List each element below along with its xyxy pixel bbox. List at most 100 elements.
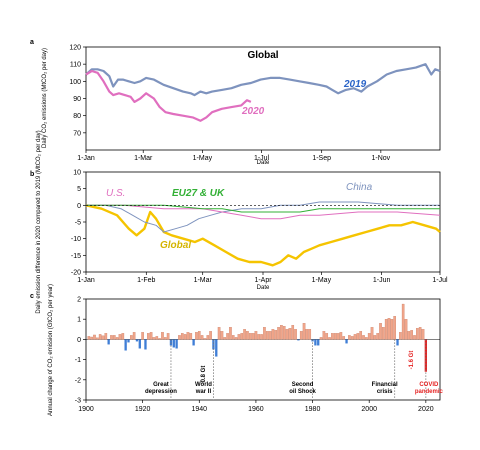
- bar-1968: [277, 327, 280, 340]
- bar-1956: [243, 329, 246, 340]
- panel-b-xlabel: Date: [257, 285, 270, 291]
- bar-1931: [172, 339, 175, 348]
- panel-1-xtick-label: 1-Jun: [373, 277, 391, 284]
- panel-1-xtick-label: 1-Feb: [137, 277, 155, 284]
- bar-2014: [407, 331, 411, 340]
- bar-2010: [396, 339, 399, 346]
- panel-b-legend-global: Global: [160, 240, 191, 251]
- panel-1-series-global: [85, 204, 441, 267]
- panel-a-xlabel: Date: [257, 160, 270, 166]
- panel-c: c Annual change of CO₂ emission (GtCO₂ p…: [30, 284, 444, 416]
- panel-1-ytick-label: 0: [77, 203, 81, 210]
- bar-1919: [138, 339, 141, 349]
- panel-c-xtick-label: 2000: [361, 406, 377, 413]
- bar-1999: [365, 337, 368, 340]
- bar-1994: [350, 336, 354, 340]
- panel-b-frame: [85, 171, 441, 273]
- panel-a-title: Global: [247, 50, 278, 61]
- bar-1996: [356, 333, 360, 340]
- bar-1951: [229, 327, 232, 340]
- bar-2001: [370, 327, 374, 340]
- event-label-1980: Second: [292, 382, 314, 388]
- event-label-1945: war II: [195, 389, 212, 395]
- bar-1925: [155, 336, 159, 340]
- bar-2003: [376, 333, 380, 340]
- panel-0-series-2019: [85, 63, 441, 97]
- bar-2017: [416, 328, 419, 340]
- event-label-1930: Great: [153, 382, 169, 388]
- panel-c-ytick-label: -3: [75, 398, 81, 405]
- panel-1-ytick-label: -15: [71, 253, 81, 260]
- bar-1937: [189, 333, 193, 340]
- bar-2005: [382, 327, 385, 340]
- bar-1917: [132, 332, 136, 340]
- panel-a-axes: 70 80 90 100 110 120 1-Jan 1-Mar 1-May 1-Jul 1-Sep…: [69, 45, 390, 163]
- event-label-1945: World: [195, 382, 212, 388]
- panel-0-xtick-label: 1-Jan: [77, 155, 95, 162]
- bar-1970: [282, 326, 286, 340]
- annotation-ww2-drop: -0.8 Gt: [201, 366, 207, 385]
- panel-1-ytick-label: 5: [77, 186, 81, 193]
- panel-0-series-2020: [85, 69, 252, 122]
- panel-a-ylabel: Daily CO₂ emissions (MtCO₂ per day): [42, 48, 48, 148]
- panel-0-xtick-label: 1-Jul: [254, 155, 270, 162]
- bar-1948: [220, 331, 224, 340]
- panel-a-legend-2019: 2019: [343, 79, 367, 90]
- panel-c-ytick-label: 0: [77, 337, 81, 344]
- bar-1911: [115, 337, 119, 340]
- bar-1962: [260, 334, 263, 340]
- bar-1953: [234, 337, 238, 340]
- bar-1935: [183, 334, 187, 340]
- bar-1969: [280, 325, 283, 340]
- panel-1-xtick-label: 1-Jan: [77, 277, 95, 284]
- bar-2002: [373, 335, 377, 340]
- bar-2013: [404, 319, 408, 340]
- bar-1908: [107, 339, 110, 345]
- bar-2008: [390, 319, 394, 340]
- bar-1933: [178, 335, 181, 340]
- panel-c-ytick-label: -2: [75, 377, 81, 384]
- bar-2009: [393, 316, 396, 340]
- bar-2019: [421, 329, 425, 340]
- annotation-covid-drop: -1.6 Gt: [409, 351, 415, 370]
- bar-1921: [144, 339, 147, 350]
- event-label-2009: crisis: [377, 389, 393, 395]
- panel-0-ytick-label: 100: [69, 79, 81, 86]
- bar-1963: [263, 327, 266, 340]
- bar-1929: [166, 333, 170, 340]
- bar-1972: [288, 328, 292, 340]
- bar-1942: [203, 338, 207, 340]
- bar-1983: [319, 337, 323, 340]
- panel-b-ylabel: Daily emission difference in 2020 compar…: [36, 130, 42, 313]
- bar-1949: [223, 337, 227, 340]
- panel-c-ytick-label: -1: [75, 357, 81, 364]
- bar-1952: [231, 335, 235, 340]
- panel-0-ytick-label: 80: [73, 113, 81, 120]
- bar-1971: [285, 329, 289, 340]
- panel-1-xtick-label: 1-Jul: [432, 277, 448, 284]
- panel-b-label: b: [30, 171, 34, 178]
- bar-2015: [410, 330, 413, 340]
- bar-1997: [359, 331, 363, 340]
- panel-a: a Global Daily CO₂ emissions (MtCO₂ per …: [30, 39, 441, 166]
- panel-c-label: c: [30, 293, 34, 300]
- panel-0-xtick-label: 1-May: [193, 155, 213, 162]
- bar-1961: [257, 334, 261, 340]
- panel-1-ytick-label: -10: [71, 236, 81, 243]
- bar-1905: [98, 334, 102, 340]
- event-label-2009: Financial: [372, 382, 398, 388]
- bar-1958: [248, 333, 252, 340]
- panel-0-ytick-label: 120: [69, 45, 81, 52]
- bar-1938: [192, 339, 195, 346]
- bar-1926: [158, 338, 161, 340]
- bar-1954: [237, 334, 241, 340]
- bar-2007: [387, 318, 391, 340]
- bar-1988: [333, 333, 337, 340]
- panel-1-ytick-label: -20: [71, 270, 81, 277]
- bar-1984: [322, 331, 326, 340]
- bar-1982: [317, 339, 320, 346]
- event-label-1980: oil Shock: [289, 389, 316, 395]
- event-label-1930: depression: [145, 389, 177, 395]
- bar-1967: [274, 330, 278, 340]
- panel-0-ytick-label: 110: [70, 62, 81, 69]
